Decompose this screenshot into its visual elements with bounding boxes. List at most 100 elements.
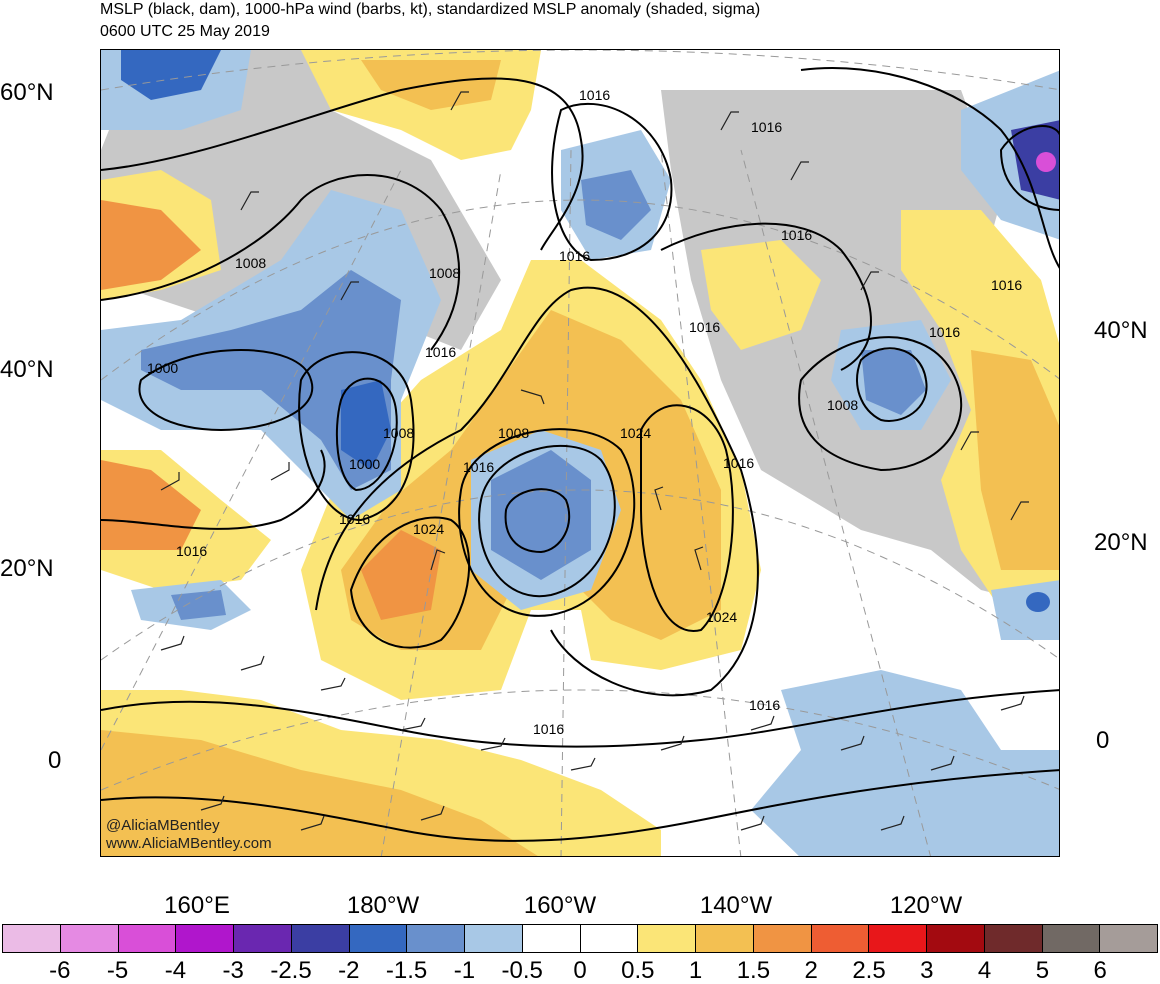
lon-line-120w [740,149,931,856]
colorbar-cell [407,925,465,952]
wind-barb [320,677,346,691]
colorbar-tick-label: -6 [49,957,71,984]
colorbar-tick-label: 0 [573,957,587,984]
isobar-label: 1008 [827,397,858,413]
wind-barb [860,271,879,291]
lat-label-right: 0 [1096,727,1110,754]
isobar-gulf-low-3 [504,488,571,554]
isobar-label: 1016 [425,344,456,360]
colorbar-tick-label: -1 [453,957,476,984]
colorbar-tick-label: 4 [977,957,992,984]
colorbar-cell [234,925,292,952]
colorbar-tick-label: -2 [338,957,360,984]
wind-barb [720,111,739,131]
isobar-1016-north [101,77,584,251]
colorbar-cell [176,925,234,952]
negative-anomaly-east-subtropics [751,670,1059,856]
colorbar-cell [580,925,639,952]
colorbar-tick-label: -3 [222,957,244,984]
wind-barb [450,91,469,111]
isobar-central-high-b [349,516,471,649]
negative-anomaly-bering-core [581,170,651,240]
colorbar-cell [3,925,61,952]
isobar-1016-canada [660,222,872,371]
map-title: MSLP (black, dam), 1000-hPa wind (barbs,… [100,1,761,18]
isobar-label: 1024 [620,425,651,441]
positive-anomaly-tropics-core [101,730,538,856]
lon-line-160w [560,149,572,856]
lon-label: 180°W [346,892,420,919]
colorbar-cell [984,925,1043,952]
colorbar-cell [465,925,523,952]
isobar-label: 1016 [579,87,610,103]
colorbar-tick-label: 2 [804,957,818,984]
negative-anomaly-nw-low-core [121,50,221,100]
isobar-label: 1016 [929,324,960,340]
lon-line-160e [101,169,402,751]
colorbar-cell [349,925,408,952]
wind-barbs [160,91,1029,831]
negative-anomaly-west-subtropics-core [171,590,226,620]
isobar-1016-bering [551,102,673,262]
isobar-label: 1016 [339,511,370,527]
wind-barb [880,815,905,831]
isobar-label: 1008 [383,425,414,441]
wind-barb [840,735,865,751]
colorbar-cell [753,925,812,952]
positive-anomaly-southwest-core [101,460,201,550]
wind-barb [790,161,809,181]
colorbar-cell [927,925,985,952]
isobar-northwest-1008 [101,174,461,351]
isobar-aleutian-low-1 [335,377,398,492]
colorbar-cell [811,925,870,952]
wind-barb [160,635,185,651]
isobar-central-high-a [315,286,759,697]
colorbar-cell [638,925,696,952]
map-canvas: 1016 1016 1016 1016 1016 1016 1016 1016 … [101,50,1059,856]
colorbar-cell [522,925,581,952]
colorbar-cell [1042,925,1101,952]
isobar-label: 1016 [749,697,780,713]
wind-barb [240,191,259,211]
colorbar-tick-label: -0.5 [501,957,543,984]
colorbar-tick-label: -4 [164,957,187,984]
wind-barb [200,795,225,811]
wind-barb [570,757,596,771]
isobar-label: 1024 [706,609,737,625]
colorbar-tick-label: 2.5 [852,957,886,984]
isobar-gulf-low-2 [458,428,636,617]
negative-anomaly-northeast-peak [1036,152,1056,172]
isobar-1016-south [101,689,1059,748]
positive-anomaly-east-core [971,350,1059,570]
isobar-northeast-1016 [800,67,1059,269]
map-valid-time: 0600 UTC 25 May 2019 [100,23,270,40]
wind-barb [160,472,180,491]
isobar-1016-tropics [101,769,1059,842]
colorbar [2,924,1158,953]
lat-label-right: 20°N [1094,529,1148,556]
isobar-1008-greatlakes [856,347,928,422]
wind-barb [520,389,545,405]
colorbar-tick-label: 1 [688,957,703,984]
lat-label-left: 60°N [0,79,54,106]
isobar-label: 1016 [176,543,207,559]
wind-barb [740,815,765,831]
wind-barb [1010,501,1029,521]
lon-line-180w [380,169,502,856]
wind-barb [1000,695,1025,711]
lon-line-140w [660,149,742,856]
isobar-label: 1000 [349,456,380,472]
credit-website: www.AliciaMBentley.com [106,835,272,852]
positive-anomaly-central-peak [361,530,441,620]
lon-label: 160°W [523,892,597,919]
isobar-label: 1008 [429,265,460,281]
lat-line-20n [101,489,1059,661]
graticule [101,50,1059,856]
isobar-1016-greatlakes [798,336,963,472]
colorbar-cell [118,925,177,952]
isobar-northeast-low [999,125,1059,211]
colorbar-cell [291,925,350,952]
isobar-label: 1016 [559,248,590,264]
wind-barb [300,815,325,831]
colorbar-tick-label: 0.5 [621,957,655,984]
